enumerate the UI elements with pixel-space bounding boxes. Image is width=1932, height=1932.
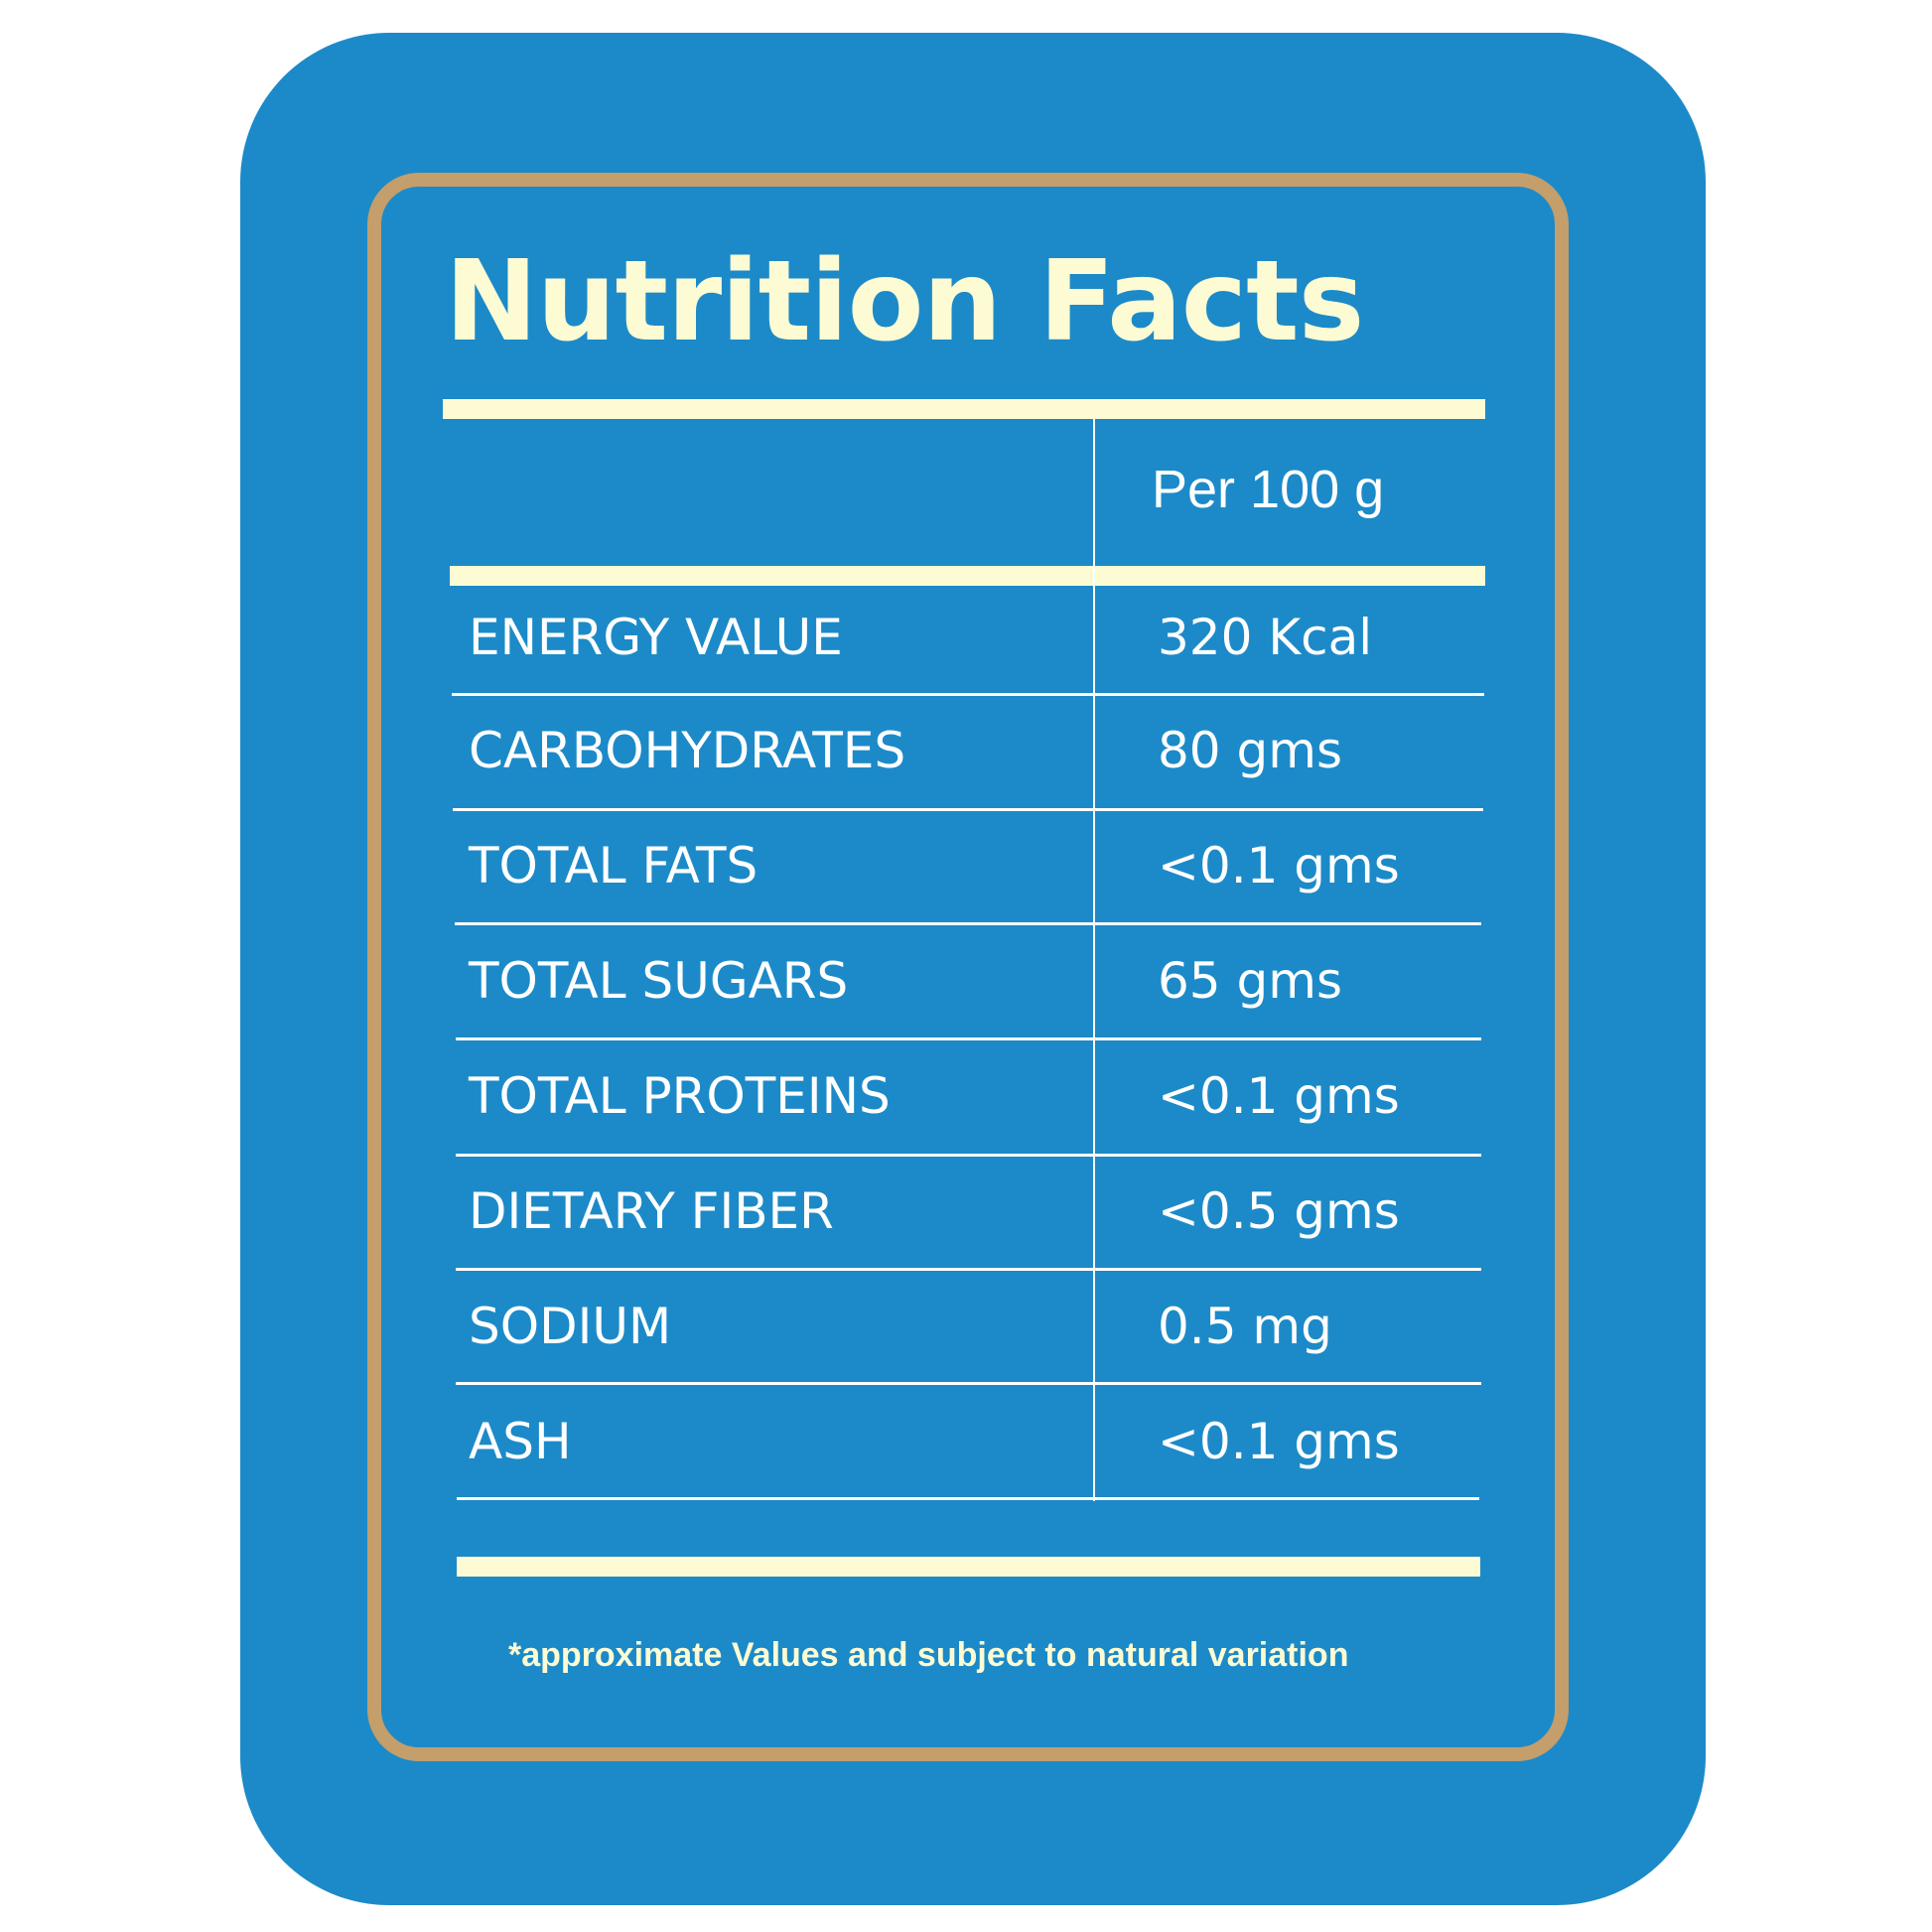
row-carbohydrates-value: 80 gms <box>1158 722 1343 779</box>
row-divider <box>456 1154 1481 1157</box>
row-energy-value: 320 Kcal <box>1158 609 1373 666</box>
row-divider <box>453 808 1483 811</box>
row-total-sugars-name: TOTAL SUGARS <box>469 952 849 1010</box>
row-dietary-fiber-value: <0.5 gms <box>1158 1182 1400 1240</box>
row-divider <box>452 693 1484 696</box>
row-divider <box>456 1037 1481 1040</box>
label-frame <box>367 173 1569 1761</box>
row-divider <box>456 1268 1481 1271</box>
title-divider-bar <box>443 399 1485 419</box>
column-header-per-100g: Per 100 g <box>1152 460 1385 519</box>
row-total-sugars-value: 65 gms <box>1158 952 1343 1010</box>
row-energy-name: ENERGY VALUE <box>469 609 843 666</box>
row-sodium-value: 0.5 mg <box>1158 1298 1332 1355</box>
row-divider <box>455 922 1481 925</box>
row-divider <box>457 1497 1479 1500</box>
footnote: *approximate Values and subject to natur… <box>508 1636 1349 1674</box>
row-total-fats-value: <0.1 gms <box>1158 837 1400 895</box>
row-total-fats-name: TOTAL FATS <box>469 837 759 895</box>
row-divider <box>456 1382 1481 1385</box>
row-dietary-fiber-name: DIETARY FIBER <box>469 1182 834 1240</box>
row-carbohydrates-name: CARBOHYDRATES <box>469 722 906 779</box>
table-bottom-bar <box>457 1557 1480 1577</box>
nutrition-title: Nutrition Facts <box>445 237 1364 366</box>
row-sodium-name: SODIUM <box>469 1298 672 1355</box>
row-ash-name: ASH <box>469 1413 572 1470</box>
row-ash-value: <0.1 gms <box>1158 1413 1400 1470</box>
row-total-proteins-value: <0.1 gms <box>1158 1067 1400 1125</box>
header-divider-bar <box>450 566 1485 586</box>
row-total-proteins-name: TOTAL PROTEINS <box>469 1067 891 1125</box>
column-divider <box>1093 419 1095 1501</box>
